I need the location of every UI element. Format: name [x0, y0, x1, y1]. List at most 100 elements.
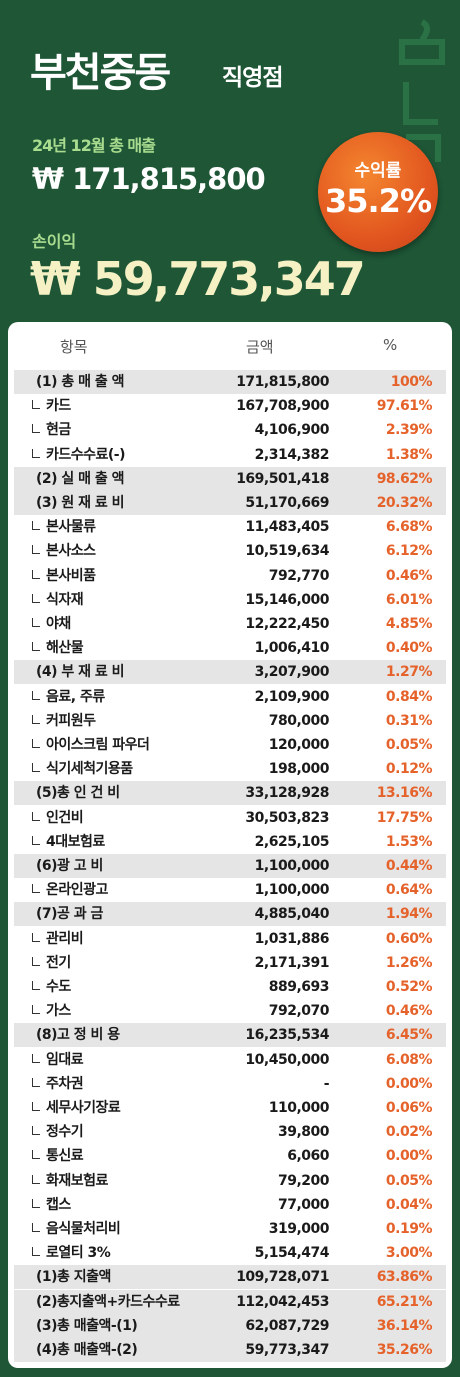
row-percent: 6.08% [385, 1051, 433, 1068]
row-percent: 65.21% [376, 1293, 433, 1310]
table-row: 본사소스 10,519,634 6.12% [14, 539, 446, 563]
row-label: (4)총 매출액-(2) [36, 1342, 138, 1358]
row-label: (4) 부 재 료 비 [36, 664, 125, 681]
row-amount: 171,815,800 [236, 374, 329, 390]
table-row: (2)총지출액+카드수수료 112,042,453 65.21% [14, 1289, 446, 1314]
row-percent: 0.64% [385, 882, 433, 899]
column-header: 금액 [246, 338, 274, 356]
row-amount: 1,100,000 [254, 858, 330, 874]
row-label: 본사물류 [46, 519, 96, 536]
row-amount: - [323, 1075, 330, 1092]
table-row: 4대보험료 2,625,105 1.53% [14, 830, 446, 854]
table-row: 음료, 주류 2,109,900 0.84% [14, 685, 446, 709]
indent-mark [32, 714, 40, 724]
indent-mark [32, 884, 40, 894]
indent-mark [32, 1150, 40, 1160]
row-label: 본사소스 [46, 543, 96, 560]
row-percent: 1.94% [385, 906, 433, 923]
row-label: (3)총 매출액-(1) [36, 1317, 138, 1334]
row-amount: 16,235,534 [245, 1027, 329, 1044]
table-row: (4) 부 재 료 비 3,207,900 1.27% [14, 660, 446, 685]
sales-label: 24년 12월 총 매출 [32, 136, 156, 155]
row-percent: 36.14% [376, 1317, 433, 1334]
row-percent: 0.19% [385, 1221, 433, 1237]
table-row: (3)총 매출액-(1) 62,087,729 36.14% [14, 1313, 446, 1338]
indent-mark [32, 448, 40, 458]
row-amount: 109,728,071 [236, 1269, 329, 1286]
table-row: 아이스크림 파우더 120,000 0.05% [14, 733, 446, 757]
table-row: (6)광 고 비 1,100,000 0.44% [14, 854, 446, 878]
row-amount: 169,501,418 [236, 470, 329, 487]
row-label: (3) 원 재 료 비 [36, 495, 125, 511]
row-amount: 889,693 [268, 979, 330, 995]
indent-mark [32, 811, 40, 821]
row-label: 카드 [46, 398, 71, 415]
row-label: 수도 [46, 979, 71, 995]
row-amount: 62,087,729 [245, 1317, 329, 1334]
indent-mark [32, 932, 40, 942]
table-row: 화재보험료 79,200 0.05% [14, 1169, 446, 1193]
indent-mark [32, 521, 40, 531]
column-header: % [383, 336, 398, 354]
indent-mark [32, 424, 40, 434]
row-amount: 6,060 [287, 1148, 329, 1165]
row-amount: 15,146,000 [245, 591, 329, 608]
row-percent: 0.06% [385, 1100, 433, 1116]
row-label: 카드수수료(-) [46, 446, 126, 463]
row-amount: 2,625,105 [254, 833, 330, 850]
row-label: (2) 실 매 출 액 [36, 470, 125, 487]
row-amount: 2,109,900 [254, 688, 330, 705]
row-label: 커피원두 [46, 712, 96, 729]
table-row: 통신료 6,060 0.00% [14, 1144, 446, 1168]
table-row: (7)공 과 금 4,885,040 1.94% [14, 902, 446, 927]
subtitle: 직영점 [222, 65, 283, 91]
indent-mark [32, 835, 40, 845]
row-amount: 12,222,450 [245, 616, 329, 632]
row-percent: 17.75% [376, 809, 433, 826]
row-label: 가스 [46, 1003, 71, 1020]
row-label: 정수기 [46, 1124, 84, 1141]
row-label: 음료, 주류 [46, 688, 105, 705]
row-label: 관리비 [46, 930, 84, 947]
row-label: 현금 [46, 422, 71, 439]
table-row: 주차권 - 0.00% [14, 1072, 446, 1096]
row-label: (6)광 고 비 [36, 858, 103, 874]
row-percent: 100% [390, 374, 433, 390]
row-label: (5)총 인 건 비 [36, 785, 120, 802]
row-percent: 6.68% [385, 519, 433, 536]
row-percent: 0.00% [385, 1148, 433, 1165]
table-row: 카드 167,708,900 97.61% [14, 394, 446, 418]
table-row: (2) 실 매 출 액 169,501,418 98.62% [14, 466, 446, 491]
profit-label: 손이익 [32, 232, 77, 251]
title: 부천중동 [30, 50, 171, 96]
row-percent: 0.05% [385, 1172, 433, 1189]
badge: 수익률 35.2% [318, 132, 438, 252]
row-label: 4대보험료 [46, 833, 105, 850]
table-row: 수도 889,693 0.52% [14, 975, 446, 999]
row-amount: 77,000 [277, 1196, 330, 1213]
indent-mark [32, 642, 40, 652]
row-percent: 0.05% [385, 737, 433, 753]
indent-mark [32, 1005, 40, 1015]
row-amount: 51,170,669 [245, 495, 329, 511]
row-amount: 2,314,382 [254, 446, 330, 463]
indent-mark [32, 1223, 40, 1232]
indent-mark [32, 956, 40, 966]
row-amount: 110,000 [268, 1100, 330, 1116]
table-row: 온라인광고 1,100,000 0.64% [14, 878, 446, 902]
indent-mark [32, 1102, 40, 1111]
row-percent: 4.85% [385, 616, 433, 632]
row-percent: 0.60% [385, 930, 433, 947]
row-amount: 2,171,391 [254, 954, 330, 971]
row-amount: 3,207,900 [254, 664, 330, 681]
row-percent: 1.38% [385, 446, 433, 463]
row-label: 세무사기장료 [46, 1100, 121, 1116]
row-percent: 0.46% [385, 1003, 433, 1020]
row-amount: 79,200 [277, 1172, 330, 1189]
row-percent: 0.31% [385, 712, 433, 729]
row-percent: 0.52% [385, 979, 433, 995]
indent-mark [32, 569, 40, 579]
indent-mark [32, 763, 40, 773]
table-row: 식기세척기용품 198,000 0.12% [14, 757, 446, 781]
